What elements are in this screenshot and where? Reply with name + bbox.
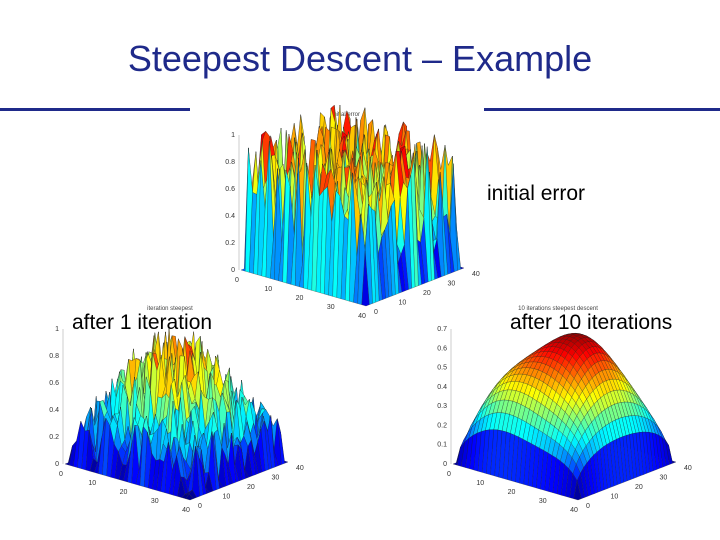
x-tick-label: 30 xyxy=(539,498,547,505)
z-tick-label: 1 xyxy=(55,326,59,333)
y-tick-label: 20 xyxy=(247,484,255,491)
y-tick-label: 10 xyxy=(399,300,407,307)
surface-plot-after-10: 10 iterations steepest descent 0 0.1 0.2 0.3… xyxy=(408,296,698,514)
x-tick-label: 0 xyxy=(59,471,63,478)
z-tick-label: 0 xyxy=(443,461,447,468)
z-tick-label: 0.6 xyxy=(437,345,447,352)
x-tick-label: 40 xyxy=(358,313,366,320)
x-tick-label: 20 xyxy=(296,295,304,302)
x-tick-label: 0 xyxy=(447,471,451,478)
y-tick-label: 0 xyxy=(198,503,202,510)
x-tick-label: 40 xyxy=(570,507,578,514)
surface-patch xyxy=(185,493,194,501)
z-tick-label: 0.5 xyxy=(437,365,447,372)
surface-plot-after-1: iteration steepest 0 0.2 0.4 0.6 0.8 1 0 10 20 30 4… xyxy=(20,296,310,514)
x-tick-label: 10 xyxy=(88,480,96,487)
x-tick-label: 0 xyxy=(235,277,239,284)
z-tick-label: 0.7 xyxy=(437,326,447,333)
x-tick-label: 30 xyxy=(151,498,159,505)
caption-after-1-iteration: after 1 iteration xyxy=(72,311,213,334)
slide-title: Steepest Descent – Example xyxy=(127,38,593,79)
y-tick-label: 40 xyxy=(296,465,304,472)
z-tick-label: 0.1 xyxy=(437,442,447,449)
y-tick-label: 20 xyxy=(635,484,643,491)
x-tick-label: 20 xyxy=(120,489,128,496)
surface-patch xyxy=(573,480,582,501)
y-tick-label: 0 xyxy=(586,503,590,510)
plot-title: iteration steepest xyxy=(147,306,193,312)
z-tick-label: 0.3 xyxy=(437,403,447,410)
y-tick-label: 10 xyxy=(223,494,231,501)
z-tick-label: 0.2 xyxy=(437,422,447,429)
surface-mesh xyxy=(240,104,465,307)
z-tick-label: 0.2 xyxy=(49,434,59,441)
z-tick-label: 0.4 xyxy=(225,213,235,220)
caption-initial-error: initial error xyxy=(487,182,586,205)
y-tick-label: 0 xyxy=(374,309,378,316)
y-tick-label: 10 xyxy=(611,494,619,501)
title-rule-left xyxy=(0,108,190,111)
surface-plot-initial: initial error00.20.40.60.810102030400102… xyxy=(196,102,486,320)
z-tick-label: 0.2 xyxy=(225,240,235,247)
x-tick-label: 10 xyxy=(476,480,484,487)
y-tick-label: 30 xyxy=(660,475,668,482)
z-tick-label: 0 xyxy=(55,461,59,468)
z-tick-label: 1 xyxy=(231,132,235,139)
surface-mesh xyxy=(64,328,289,501)
z-tick-label: 0.8 xyxy=(225,159,235,166)
plot-title: 10 iterations steepest descent xyxy=(518,306,598,312)
y-tick-label: 40 xyxy=(472,271,480,278)
x-tick-label: 40 xyxy=(182,507,190,514)
y-tick-label: 30 xyxy=(448,281,456,288)
caption-after-10-iterations: after 10 iterations xyxy=(510,311,673,334)
y-tick-label: 40 xyxy=(684,465,692,472)
z-tick-label: 0.8 xyxy=(49,353,59,360)
z-tick-label: 0.6 xyxy=(49,380,59,387)
y-tick-label: 30 xyxy=(272,475,280,482)
y-tick-label: 20 xyxy=(423,290,431,297)
x-tick-label: 10 xyxy=(264,286,272,293)
z-tick-label: 0.4 xyxy=(437,384,447,391)
surface-patch xyxy=(361,250,370,307)
z-tick-label: 0.6 xyxy=(225,186,235,193)
x-tick-label: 20 xyxy=(508,489,516,496)
title-rule-right xyxy=(484,108,720,111)
surface-mesh xyxy=(452,333,677,501)
z-tick-label: 0.4 xyxy=(49,407,59,414)
z-tick-label: 0 xyxy=(231,267,235,274)
x-tick-label: 30 xyxy=(327,304,335,311)
